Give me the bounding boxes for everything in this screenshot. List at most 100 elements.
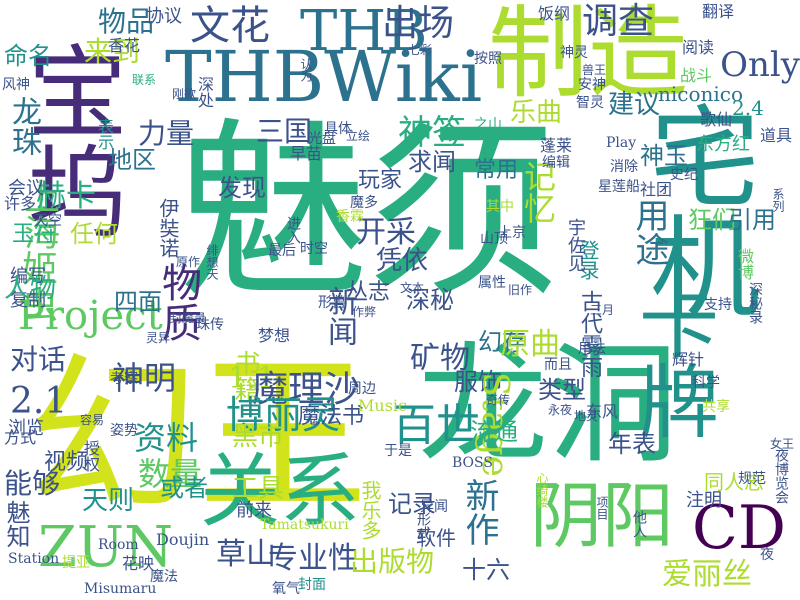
- cloud-word: 命名: [4, 42, 52, 70]
- cloud-word: 许多: [4, 194, 37, 213]
- cloud-word: 十六: [462, 556, 510, 584]
- cloud-word: 新闻: [322, 286, 357, 346]
- cloud-word: 龙洞: [418, 329, 679, 481]
- cloud-word: 科学: [692, 375, 720, 391]
- cloud-word: 社团: [640, 180, 673, 199]
- cloud-word: 阴阳: [530, 474, 675, 558]
- cloud-word: 上京: [498, 225, 526, 241]
- cloud-word: 对话: [10, 343, 67, 376]
- cloud-word: 软件: [416, 526, 456, 550]
- cloud-word: Project: [18, 293, 163, 339]
- cloud-word: 异闻: [420, 499, 448, 515]
- cloud-word: 共享: [702, 399, 730, 415]
- cloud-word: 刚欲: [172, 87, 197, 101]
- cloud-word: 赫卡: [36, 179, 96, 214]
- cloud-word: 灵异: [146, 331, 171, 345]
- cloud-word: 同人志: [704, 470, 764, 494]
- cloud-word: 其中: [486, 199, 514, 215]
- cloud-word: 风神: [2, 77, 30, 93]
- cloud-word: Tamatsukuri: [260, 517, 349, 533]
- cloud-word: 凭依: [376, 246, 429, 276]
- cloud-word: 浏览: [8, 418, 44, 439]
- cloud-word: 消除: [610, 159, 638, 175]
- cloud-word: 玩家: [358, 168, 403, 193]
- cloud-word: Misumaru: [84, 581, 157, 597]
- cloud-word: BOSS: [452, 455, 493, 471]
- cloud-word: 魔法: [150, 569, 178, 585]
- cloud-word: 服饰: [454, 368, 502, 396]
- cloud-word: 联系: [132, 73, 157, 87]
- cloud-word: 神明: [112, 359, 177, 397]
- cloud-word: 东风: [586, 402, 619, 421]
- cloud-word: 蓬莱: [540, 136, 573, 155]
- cloud-word: 注明: [686, 490, 722, 511]
- cloud-word: 而且: [544, 357, 572, 373]
- cloud-word: 安神: [578, 77, 606, 93]
- cloud-word: 花映: [122, 554, 155, 573]
- cloud-word: 辉针: [672, 350, 705, 369]
- cloud-word: 具体: [324, 121, 352, 137]
- cloud-word: 制造: [488, 0, 688, 112]
- cloud-word: 卡牌: [626, 280, 719, 440]
- cloud-word: 封面: [298, 577, 326, 593]
- cloud-word: 女王: [770, 437, 795, 451]
- cloud-word: 关系: [200, 445, 360, 538]
- cloud-word: 山顶: [480, 231, 508, 247]
- cloud-word: 玉符: [12, 222, 57, 247]
- cloud-word: 道具: [760, 126, 793, 145]
- cloud-word: CD: [692, 493, 787, 563]
- cloud-word: 资料: [134, 419, 199, 457]
- cloud-word: 早苗: [290, 144, 323, 163]
- cloud-word: 饭纲: [538, 4, 571, 23]
- cloud-word: 乐曲: [510, 98, 563, 128]
- cloud-word: 出版物: [350, 545, 435, 578]
- cloud-word: 原曲: [500, 327, 560, 362]
- cloud-word: 年表: [608, 430, 656, 458]
- cloud-word: 三国: [256, 115, 313, 148]
- cloud-word: 常用: [474, 158, 519, 183]
- cloud-word: 系列: [771, 188, 785, 212]
- cloud-word: 龙珠: [6, 96, 41, 156]
- cloud-word: 原作: [176, 255, 201, 269]
- cloud-word: 姿势: [110, 423, 138, 439]
- cloud-word: 发现: [218, 174, 266, 202]
- cloud-word: 香霖: [336, 209, 364, 225]
- cloud-word: 心绮楼: [535, 472, 549, 508]
- cloud-word: 旧作: [508, 283, 533, 297]
- cloud-word: 宝坞: [10, 40, 127, 240]
- cloud-word: Play: [606, 135, 637, 151]
- cloud-word: Only: [720, 45, 800, 85]
- cloud-word: 七彩: [408, 43, 433, 57]
- cloud-word: 天空: [34, 213, 62, 229]
- cloud-word: 之山: [474, 117, 502, 133]
- cloud-word: THB: [300, 0, 428, 64]
- cloud-word: 方式: [4, 428, 37, 447]
- cloud-word: 项目: [595, 496, 609, 520]
- cloud-word: 容易: [80, 413, 105, 427]
- cloud-word: 调查: [582, 1, 655, 42]
- cloud-word: 夜博览会: [773, 448, 789, 504]
- cloud-word: 支持: [704, 297, 732, 313]
- cloud-word: 会议: [8, 178, 44, 199]
- cloud-word: 魔多: [350, 195, 378, 211]
- cloud-word: 香花: [108, 36, 141, 55]
- cloud-word: 协议: [146, 6, 182, 27]
- cloud-word: 时空: [300, 241, 328, 257]
- cloud-word: 他人: [631, 510, 647, 538]
- cloud-word: 智灵: [576, 95, 604, 111]
- cloud-word: 文花: [190, 3, 270, 49]
- cloud-word: 战斗: [680, 66, 713, 85]
- cloud-word: 按照: [474, 51, 502, 67]
- cloud-word: 四面: [114, 288, 162, 316]
- cloud-word: 开采: [356, 215, 416, 250]
- cloud-word: 氧气: [272, 581, 300, 597]
- cloud-word: 梦想: [258, 326, 291, 345]
- cloud-word: 于是: [384, 443, 412, 459]
- cloud-word: 光盘: [308, 131, 336, 147]
- cloud-word: 文本: [400, 281, 425, 295]
- cloud-word: 进入: [285, 216, 301, 244]
- cloud-word: Music: [358, 396, 407, 415]
- cloud-word: 魅须: [178, 102, 559, 323]
- cloud-word: 用途: [629, 198, 669, 266]
- cloud-word: 黑市: [232, 422, 285, 452]
